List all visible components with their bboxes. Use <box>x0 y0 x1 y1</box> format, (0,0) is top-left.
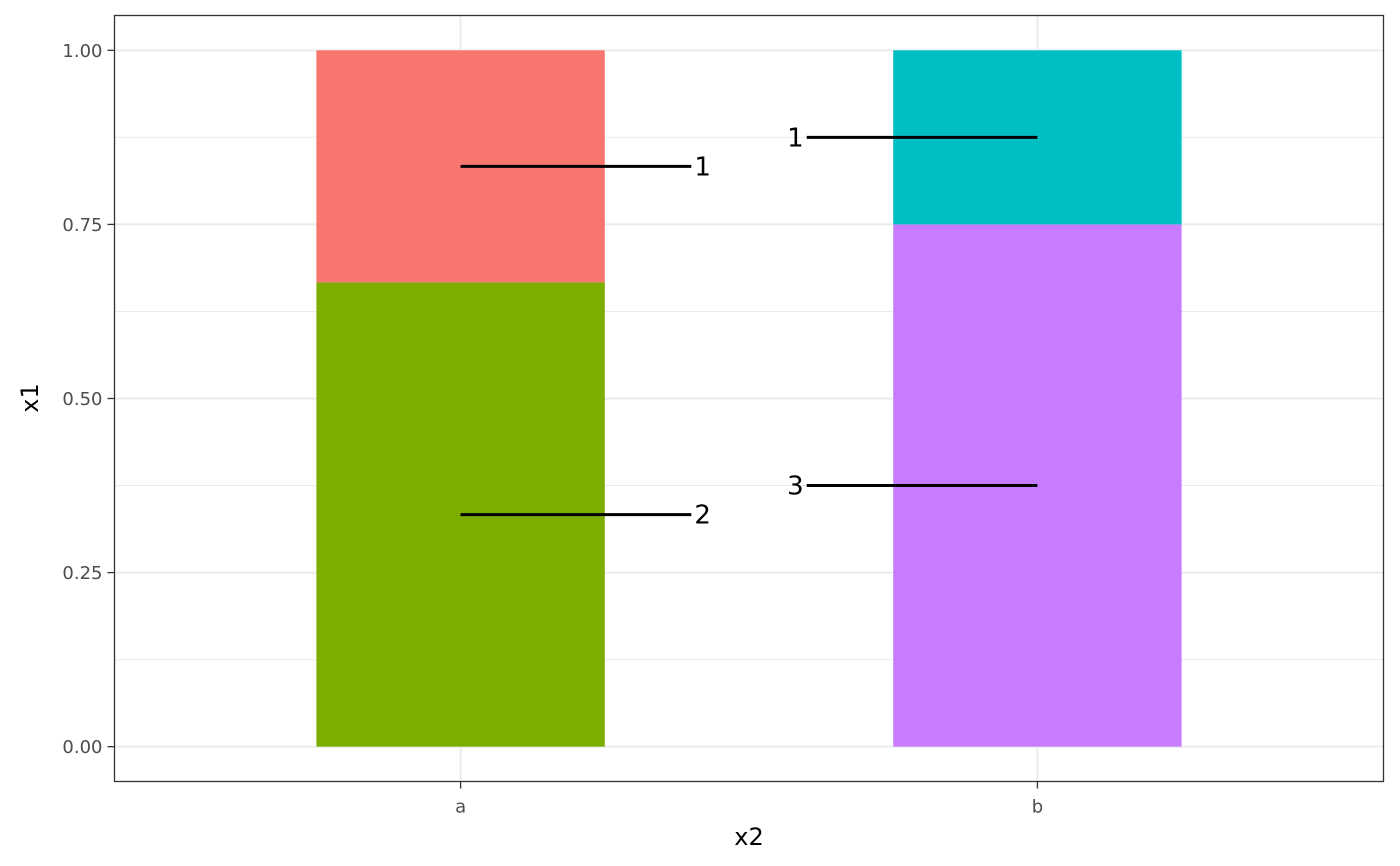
x-axis-title: x2 <box>734 823 763 851</box>
annotation-label: 2 <box>694 501 711 531</box>
annotation-label: 1 <box>787 123 804 153</box>
y-tick-label: 0.25 <box>62 563 102 584</box>
x-tick-label: a <box>455 797 466 818</box>
y-axis: 0.00 0.25 0.50 0.75 1.00 <box>62 41 115 758</box>
y-tick-label: 0.00 <box>62 737 102 758</box>
y-tick-label: 0.75 <box>62 215 102 236</box>
x-tick-label: b <box>1032 797 1043 818</box>
annotation-label: 3 <box>787 472 804 502</box>
y-tick-label: 0.50 <box>62 389 102 410</box>
annotations: 1 2 1 3 <box>460 123 1038 531</box>
y-tick-label: 1.00 <box>62 41 102 62</box>
annotation-label: 1 <box>694 152 711 182</box>
y-axis-title: x1 <box>16 383 44 412</box>
grid-lines <box>114 15 1384 782</box>
